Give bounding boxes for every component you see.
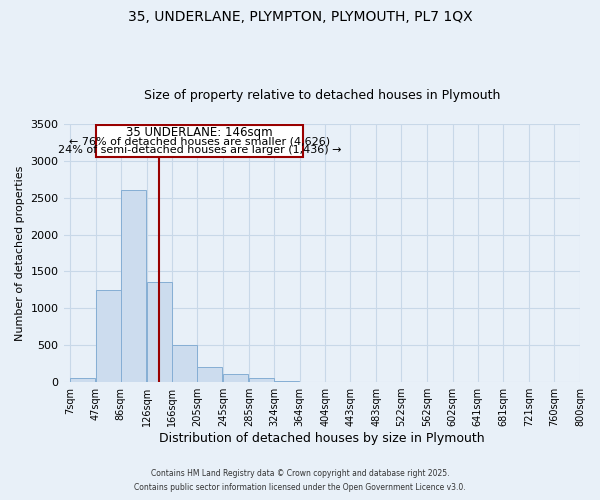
Bar <box>95 290 121 382</box>
Text: 24% of semi-detached houses are larger (1,436) →: 24% of semi-detached houses are larger (… <box>58 145 341 155</box>
Text: ← 76% of detached houses are smaller (4,626): ← 76% of detached houses are smaller (4,… <box>69 136 330 146</box>
Title: Size of property relative to detached houses in Plymouth: Size of property relative to detached ho… <box>143 89 500 102</box>
Bar <box>223 374 248 382</box>
X-axis label: Distribution of detached houses by size in Plymouth: Distribution of detached houses by size … <box>159 432 485 445</box>
Bar <box>249 378 274 382</box>
Text: Contains public sector information licensed under the Open Government Licence v3: Contains public sector information licen… <box>134 484 466 492</box>
FancyBboxPatch shape <box>95 126 304 157</box>
Bar <box>121 190 146 382</box>
Text: 35 UNDERLANE: 146sqm: 35 UNDERLANE: 146sqm <box>126 126 273 139</box>
Bar <box>70 378 95 382</box>
Bar <box>146 282 172 382</box>
Bar <box>197 368 223 382</box>
Bar <box>274 380 299 382</box>
Text: 35, UNDERLANE, PLYMPTON, PLYMOUTH, PL7 1QX: 35, UNDERLANE, PLYMPTON, PLYMOUTH, PL7 1… <box>128 10 472 24</box>
Y-axis label: Number of detached properties: Number of detached properties <box>15 166 25 340</box>
Text: Contains HM Land Registry data © Crown copyright and database right 2025.: Contains HM Land Registry data © Crown c… <box>151 468 449 477</box>
Bar <box>172 345 197 382</box>
